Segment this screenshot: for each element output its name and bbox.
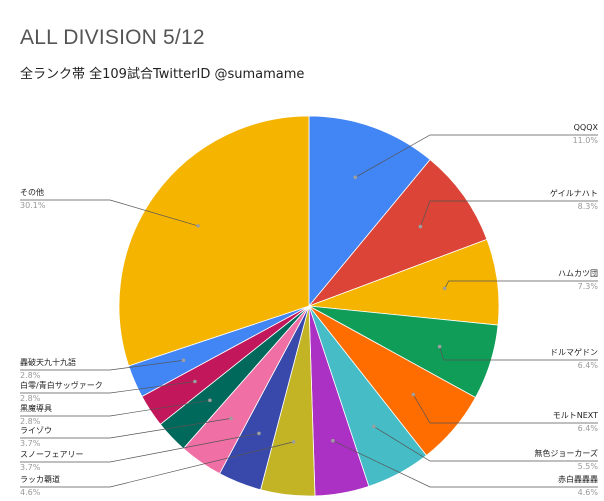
slice-label: 轟破天九十九語	[20, 357, 76, 367]
slice-percent-label: 3.7%	[20, 463, 41, 472]
leader-dot	[418, 224, 423, 229]
chart-subtitle: 全ランク帯 全109試合TwitterID @sumamame	[20, 67, 305, 82]
slice-percent-label: 5.5%	[578, 462, 599, 471]
leader-dot	[196, 224, 200, 228]
slice-label: ライゾウ	[20, 426, 52, 435]
slice-label: 無色ジョーカーズ	[534, 448, 598, 458]
leader-line	[20, 199, 199, 227]
slice-percent-label: 6.4%	[578, 424, 599, 433]
leader-line	[444, 280, 598, 289]
slice-percent-label: 11.0%	[573, 136, 599, 145]
slice-label: QQQX	[574, 123, 599, 132]
leader-line	[332, 440, 598, 488]
slice-percent-label: 3.7%	[20, 439, 41, 448]
slice-label: 黒魔導具	[20, 403, 52, 413]
leader-line	[439, 346, 598, 361]
slice-percent-label: 4.6%	[578, 488, 599, 497]
slice-label: その他	[20, 187, 44, 197]
leader-line	[20, 359, 184, 371]
leader-dot	[193, 379, 197, 384]
leader-dot	[353, 175, 358, 180]
slice-percent-label: 30.1%	[20, 201, 46, 210]
slice-label: 赤白轟轟轟	[558, 474, 598, 484]
leader-dot	[291, 440, 296, 444]
leader-dot	[208, 398, 212, 403]
slice-percent-label: 6.4%	[578, 361, 599, 370]
slice-label: ラッカ覇道	[20, 474, 60, 484]
leader-line	[373, 426, 598, 462]
leader-line	[412, 394, 598, 424]
slice-label: モルトNEXT	[553, 411, 598, 420]
slice-label: ハムカツ団	[558, 269, 598, 278]
leader-dot	[411, 392, 416, 397]
leader-line	[420, 200, 598, 227]
slice-percent-label: 7.3%	[578, 282, 599, 291]
leader-dot	[372, 424, 376, 429]
pie-slices	[118, 115, 500, 497]
slice-label: ドルマゲドン	[550, 347, 598, 357]
slice-labels: QQQX 11.0% ゲイルナハト 8.3% ハムカツ団 7.3% ドルマゲドン 6.4% モル…	[20, 123, 599, 497]
leader-dot	[442, 286, 447, 291]
slice-percent-label: 4.6%	[20, 488, 41, 497]
slice-percent-label: 2.8%	[20, 417, 41, 426]
leader-line	[20, 433, 260, 463]
pie-slice	[307, 159, 488, 307]
leader-line	[355, 134, 598, 178]
slice-percent-label: 2.8%	[20, 371, 41, 380]
leader-dot	[229, 416, 233, 421]
leader-dot	[257, 431, 261, 436]
leader-line	[20, 381, 195, 394]
leader-dot	[437, 344, 442, 349]
leader-line	[20, 399, 210, 417]
pie-slice	[118, 115, 310, 367]
leader-line	[20, 441, 294, 488]
leader-dot	[181, 358, 186, 363]
slice-label: 白零/青白サッヴァーク	[20, 380, 103, 390]
slice-label: スノーフェアリー	[20, 450, 84, 459]
chart-title: ALL DIVISION 5/12	[20, 26, 205, 49]
slice-percent-label: 2.8%	[20, 394, 41, 403]
leader-lines	[20, 134, 598, 488]
leader-line	[20, 418, 232, 439]
slice-label: ゲイルナハト	[550, 188, 598, 198]
leader-dot	[331, 438, 335, 443]
pie-slice	[308, 115, 431, 308]
slice-percent-label: 8.3%	[578, 202, 599, 211]
